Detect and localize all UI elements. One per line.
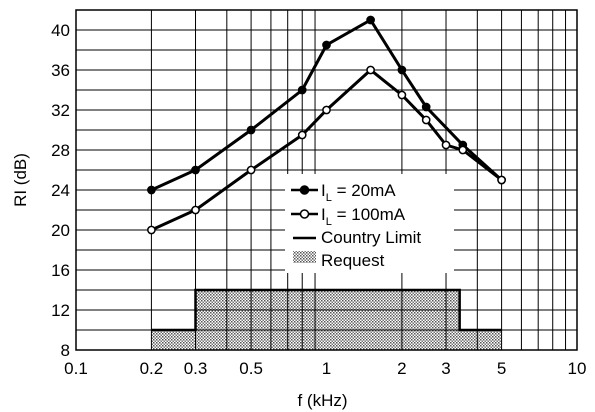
y-tick-label: 36 [51,61,70,80]
data-point-series-0 [366,15,375,25]
y-tick-label: 8 [61,341,70,360]
y-tick-label: 28 [51,141,70,160]
x-tick-label: 0.2 [140,359,164,378]
legend: IL = 20mA IL = 100mA Country Limit Reque… [285,174,454,273]
legend-marker-100ma [299,209,310,219]
y-tick-label: 20 [51,221,70,240]
data-point-series-0 [421,102,431,112]
data-point-series-1 [297,130,307,140]
request-area-layer [151,290,502,350]
series-layer [147,15,506,235]
data-point-series-0 [147,185,156,195]
data-point-series-1 [147,225,156,235]
data-point-series-1 [191,205,200,215]
x-tick-label: 2 [397,359,406,378]
x-tick-label: 0.5 [239,359,263,378]
data-point-series-1 [441,140,451,150]
y-tick-label: 40 [51,21,70,40]
data-point-series-0 [297,85,307,95]
data-point-series-1 [366,65,375,75]
series-line-0 [150,17,503,192]
x-tick-label: 1 [322,359,331,378]
x-tick-label: 0.1 [64,359,88,378]
x-tick-label: 5 [497,359,506,378]
data-point-series-0 [397,65,407,75]
data-point-series-0 [322,40,331,50]
legend-label-100ma: IL = 100mA [321,205,406,228]
y-tick-label: 32 [51,101,70,120]
plot-frame-layer [75,9,578,351]
data-point-series-1 [421,115,431,125]
x-axis-label: f (kHz) [297,391,347,410]
y-tick-label: 16 [51,261,70,280]
legend-label-request: Request [321,251,385,270]
legend-label-20ma: IL = 20mA [321,181,396,204]
data-point-series-1 [246,165,256,175]
grid-layer [76,9,577,350]
x-tick-label: 0.3 [184,359,208,378]
data-point-series-1 [458,145,468,155]
data-point-series-0 [246,125,256,135]
legend-marker-20ma [299,185,310,195]
request-area [151,290,502,350]
x-tick-label: 10 [568,359,587,378]
data-point-series-1 [397,90,407,100]
data-point-series-0 [191,165,200,175]
country-limit-line [151,288,502,332]
legend-label-country-limit: Country Limit [321,228,421,247]
plot-frame [75,9,578,351]
data-point-series-1 [497,175,506,185]
y-axis-label: RI (dB) [11,153,30,207]
x-tick-label: 3 [441,359,450,378]
y-tick-label: 12 [51,301,70,320]
legend-swatch-request [293,251,316,263]
data-point-series-1 [322,105,331,115]
y-tick-label: 24 [51,181,70,200]
country-limit-layer [151,288,502,332]
